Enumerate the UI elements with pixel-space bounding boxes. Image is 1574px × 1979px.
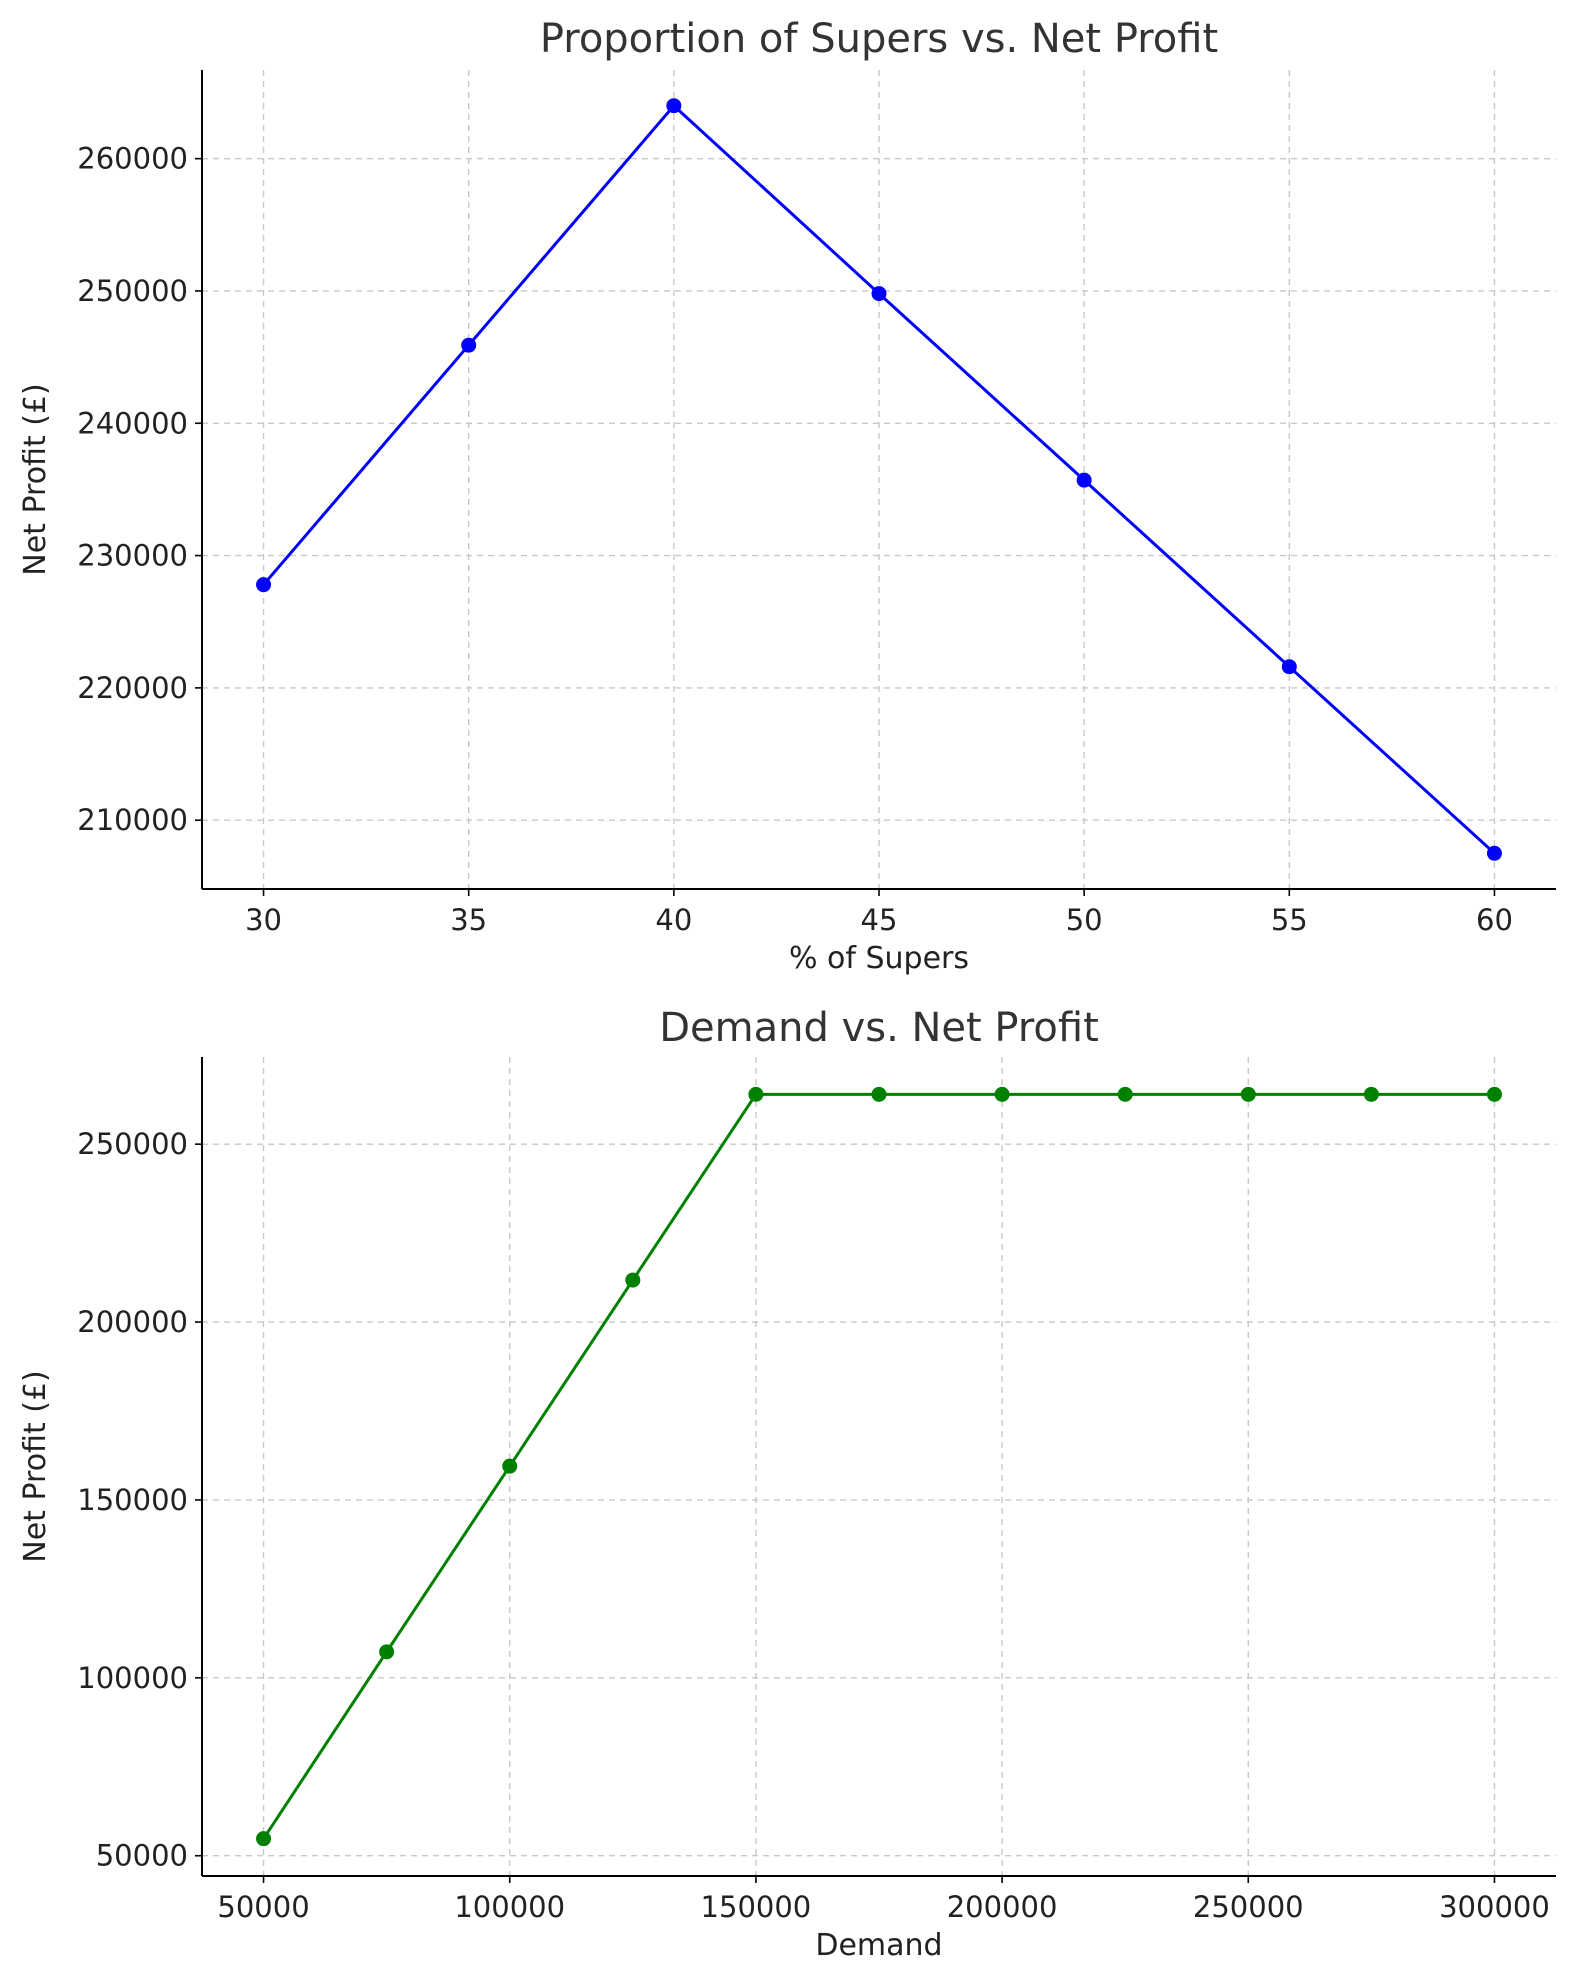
data-point: [461, 337, 477, 353]
x-tick-label: 55: [1271, 903, 1308, 937]
chart-demand-vs-profit: 50000 100000 150000 200000 250000 300000 50000…: [18, 1005, 1556, 1963]
x-tick-label: 35: [450, 903, 487, 937]
data-point: [871, 1086, 887, 1102]
x-tick-label: 200000: [947, 1890, 1058, 1924]
y-tick-label: 220000: [77, 671, 188, 705]
data-point: [748, 1086, 764, 1102]
x-tick-label: 300000: [1439, 1890, 1550, 1924]
data-point: [256, 1831, 272, 1847]
y-tick-label: 260000: [77, 142, 188, 176]
data-point: [625, 1272, 641, 1288]
data-point: [1281, 659, 1297, 675]
data-point: [666, 98, 682, 114]
x-tick-label: 50000: [217, 1890, 309, 1924]
y-tick-label: 230000: [77, 539, 188, 573]
chart-title: Proportion of Supers vs. Net Profit: [540, 16, 1218, 62]
data-point: [1076, 472, 1092, 488]
data-point: [502, 1458, 518, 1474]
data-point: [1117, 1086, 1133, 1102]
y-tick-label: 50000: [96, 1839, 188, 1873]
data-point: [1240, 1086, 1256, 1102]
x-tick-label: 60: [1476, 903, 1513, 937]
x-axis-label: % of Supers: [789, 941, 969, 976]
y-tick-label: 100000: [77, 1661, 188, 1695]
x-tick-label: 250000: [1193, 1890, 1304, 1924]
x-tick-label: 50: [1066, 903, 1103, 937]
series-line: [262, 1092, 1495, 1840]
y-tick-label: 210000: [77, 803, 188, 837]
y-tick-label: 240000: [77, 406, 188, 440]
x-tick-label: 40: [655, 903, 692, 937]
y-axis-label: Net Profit (£): [18, 1370, 53, 1562]
y-tick-label: 250000: [77, 274, 188, 308]
data-point: [871, 286, 887, 302]
y-tick-label: 250000: [77, 1127, 188, 1161]
data-point: [379, 1644, 395, 1660]
data-point: [1486, 845, 1502, 861]
x-tick-label: 100000: [454, 1890, 565, 1924]
data-point: [1363, 1086, 1379, 1102]
data-point: [256, 577, 272, 593]
x-tick-label: 30: [245, 903, 282, 937]
x-tick-label: 150000: [701, 1890, 812, 1924]
chart-title: Demand vs. Net Profit: [659, 1005, 1099, 1051]
x-tick-label: 45: [861, 903, 898, 937]
x-axis-label: Demand: [815, 1928, 942, 1963]
y-tick-label: 200000: [77, 1305, 188, 1339]
chart-supers-vs-profit: 30 35 40 45 50 55 60 210000 220000 230000 240000 25…: [18, 16, 1556, 976]
y-tick-label: 150000: [77, 1483, 188, 1517]
y-axis-label: Net Profit (£): [18, 383, 53, 575]
data-point: [994, 1086, 1010, 1102]
data-point: [1486, 1086, 1502, 1102]
